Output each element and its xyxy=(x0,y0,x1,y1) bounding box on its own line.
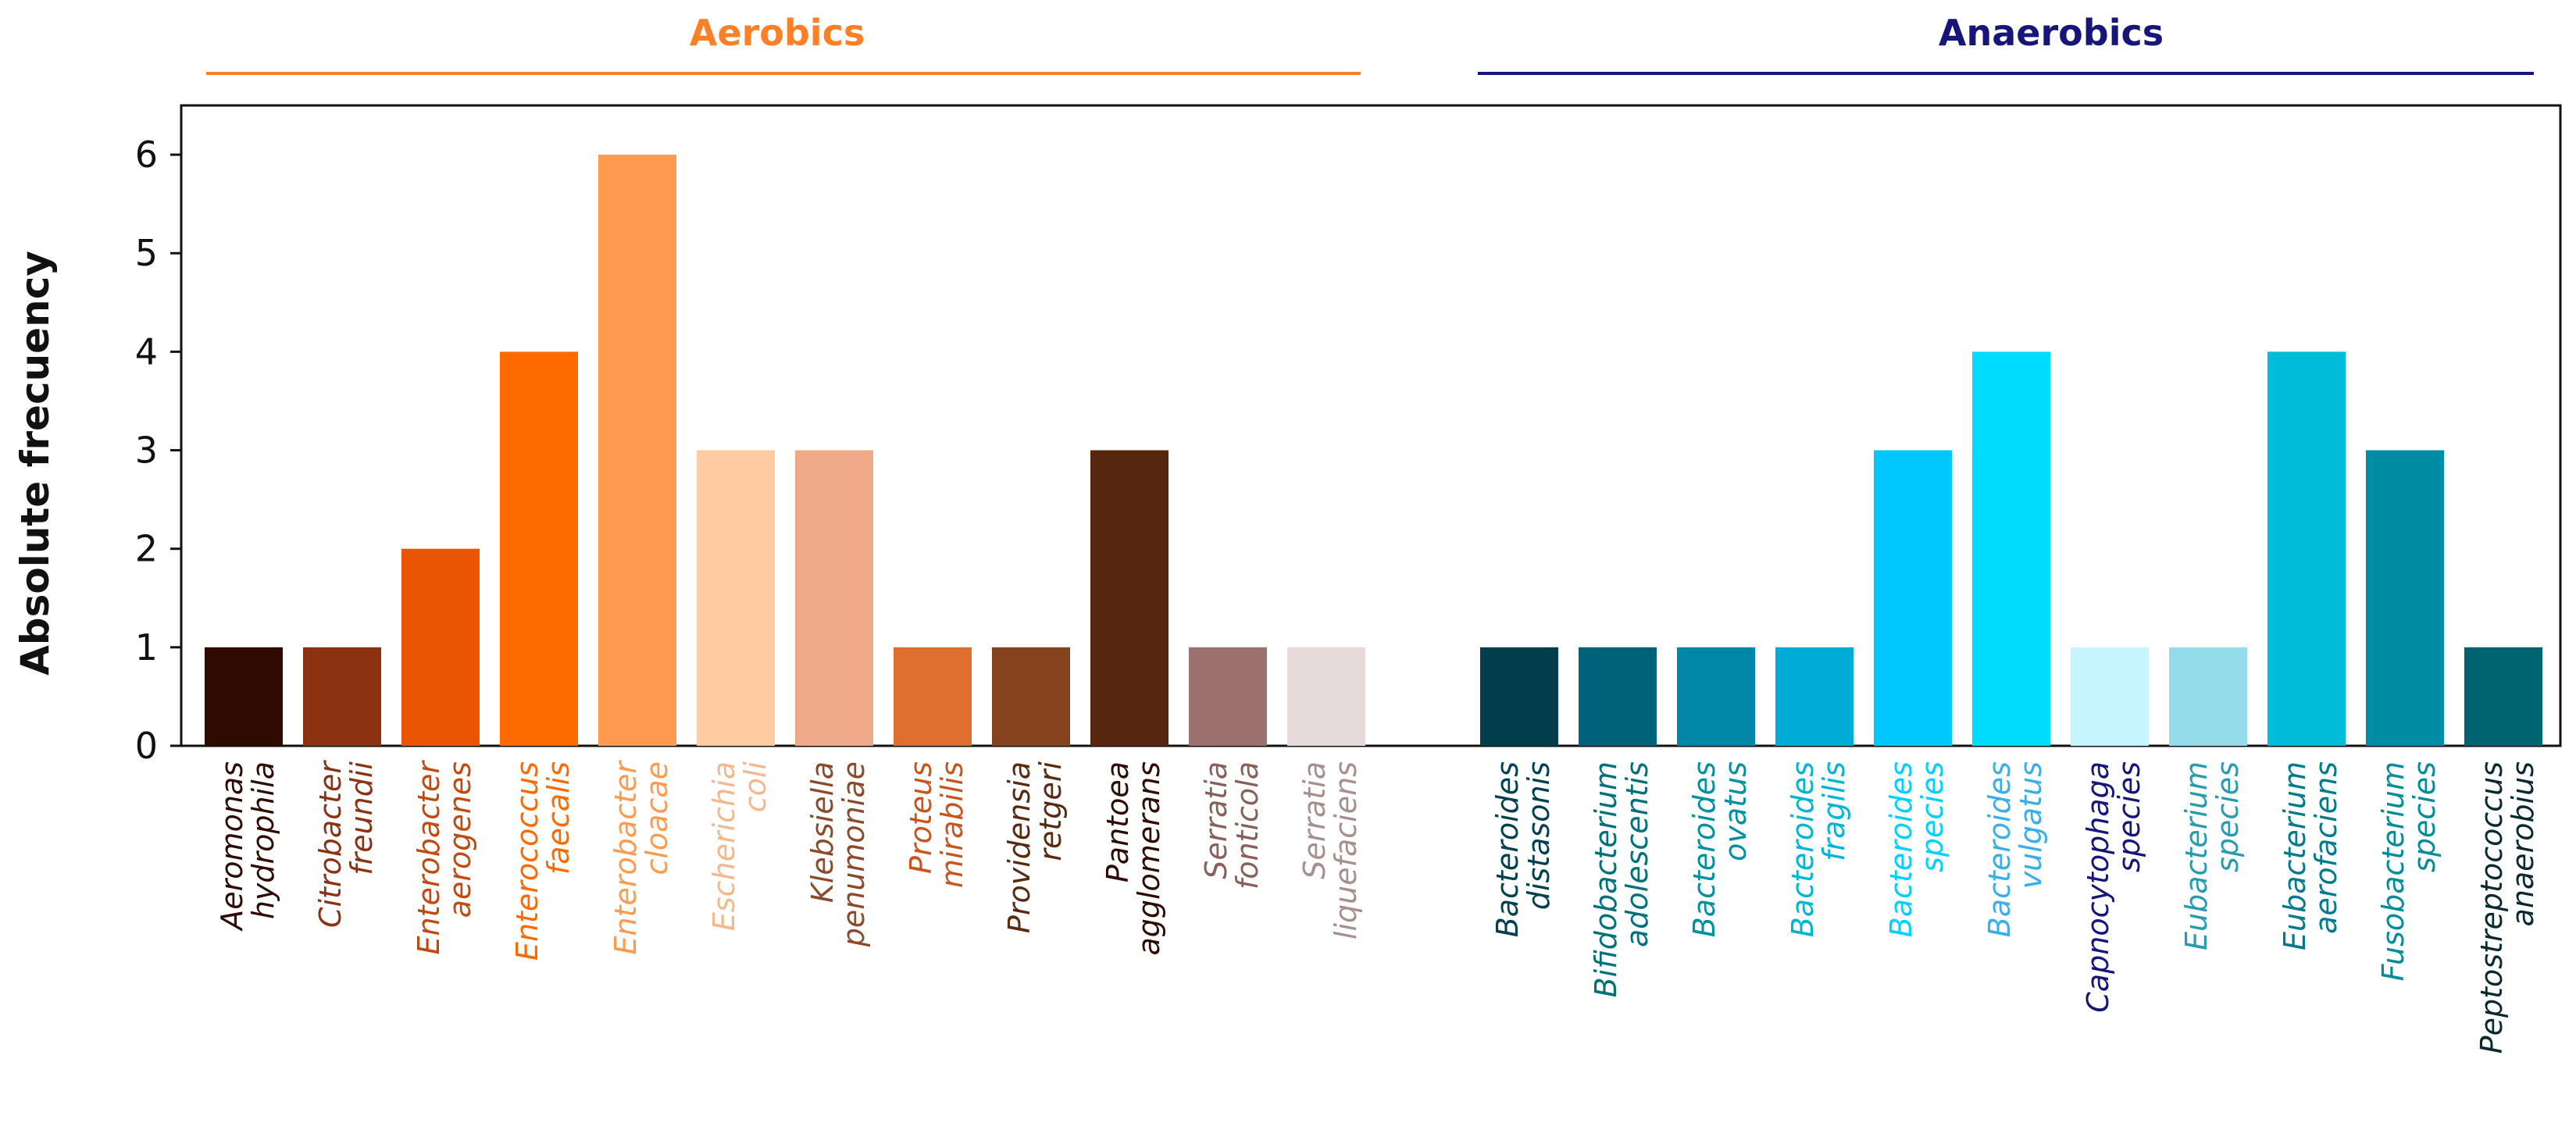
bar-providensia-retgeri xyxy=(992,647,1070,746)
bar-bifidobacterium-adolescentis xyxy=(1579,647,1657,746)
x-tick-label: Capnocytophagaspecies xyxy=(2081,761,2146,1013)
bar-enterobacter-cloacae xyxy=(598,155,676,747)
bar-fusobacterium-species xyxy=(2366,450,2444,746)
x-tick-label: Escherichiacoli xyxy=(707,761,772,932)
y-tick-label: 6 xyxy=(135,134,158,176)
x-tick-label: Eubacteriumspecies xyxy=(2179,761,2245,950)
bar-klebsiella-penumoniae xyxy=(795,450,873,746)
x-tick-label: Providensiaretgeri xyxy=(1002,761,1068,933)
x-tick-labels: Aeromonashydrophila Citrobacterfreundii En… xyxy=(215,760,2540,1054)
bar-bacteroides-vulgatus xyxy=(1972,351,2050,746)
bar-peptostreptococcus-anaerobius xyxy=(2464,647,2542,746)
y-tick-label: 5 xyxy=(135,232,158,274)
x-tick-label: Aeromonashydrophila xyxy=(215,761,280,932)
bar-capnocytophaga-species xyxy=(2071,647,2149,746)
x-tick-label: Enterobactercloacae xyxy=(608,760,674,955)
y-tick-label: 1 xyxy=(135,626,158,668)
bar-pantoea-agglomerans xyxy=(1090,450,1168,746)
x-tick-label: Serratiafonticola xyxy=(1199,761,1265,890)
x-tick-label: Fusobacteriumspecies xyxy=(2376,761,2442,981)
x-tick-label: Bacteroidesfragilis xyxy=(1786,761,1851,937)
x-tick-label: Bifidobacteriumadolescentis xyxy=(1589,761,1654,997)
bar-bacteroides-ovatus xyxy=(1677,647,1755,746)
y-tick-label: 0 xyxy=(135,725,158,767)
x-tick-label: Citrobacterfreundii xyxy=(313,760,379,928)
bar-proteus-mirabilis xyxy=(894,647,972,746)
bar-serratia-fonticola xyxy=(1189,647,1267,746)
bar-aeromonas-hydrophila xyxy=(205,647,283,746)
bar-bacteroides-fragilis xyxy=(1775,647,1854,746)
anaerobics-group-title: Anaerobics xyxy=(1939,12,2164,54)
bar-escherichia-coli xyxy=(697,450,775,746)
x-tick-label: Klebsiellapenumoniae xyxy=(805,761,871,947)
x-tick-label: Proteusmirabilis xyxy=(904,761,969,888)
x-tick-label: Peptostreptococcusanaerobius xyxy=(2474,761,2540,1054)
bar-serratia-liquefaciens xyxy=(1287,647,1365,746)
x-tick-label: Bacteroidesovatus xyxy=(1687,761,1753,937)
x-tick-label: Bacteroidesvulgatus xyxy=(1982,761,2048,937)
y-ticks: 0 1 2 3 4 5 6 xyxy=(135,134,181,767)
aerobics-group-title: Aerobics xyxy=(690,12,865,54)
bar-enterobacter-aerogenes xyxy=(401,548,480,746)
y-tick-label: 3 xyxy=(135,430,158,472)
bar-eubacterium-species xyxy=(2169,647,2247,746)
bar-bacteroides-species xyxy=(1874,450,1952,746)
bars xyxy=(205,155,2542,747)
x-tick-label: Pantoeaagglomerans xyxy=(1101,761,1166,956)
y-tick-label: 4 xyxy=(135,330,158,373)
bar-eubacterium-aerofaciens xyxy=(2267,351,2346,746)
x-tick-label: Eubacteriumaerofaciens xyxy=(2278,761,2343,950)
x-tick-label: Serratialiquefaciens xyxy=(1297,761,1363,939)
y-axis-label: Absolute frecuency xyxy=(12,251,58,676)
bar-enterococcus-faecalis xyxy=(500,351,578,746)
bar-bacteroides-distasonis xyxy=(1480,647,1558,746)
x-tick-label: Bacteroidesspecies xyxy=(1884,761,1950,937)
bar-citrobacter-freundii xyxy=(303,647,381,746)
x-tick-label: Bacteroidesdistasonis xyxy=(1490,761,1556,937)
x-tick-label: Enterobacteraerogenes xyxy=(412,760,477,955)
x-tick-label: Enterococcusfaecalis xyxy=(510,761,576,961)
y-tick-label: 2 xyxy=(135,528,158,570)
plot-frame xyxy=(180,104,2562,747)
